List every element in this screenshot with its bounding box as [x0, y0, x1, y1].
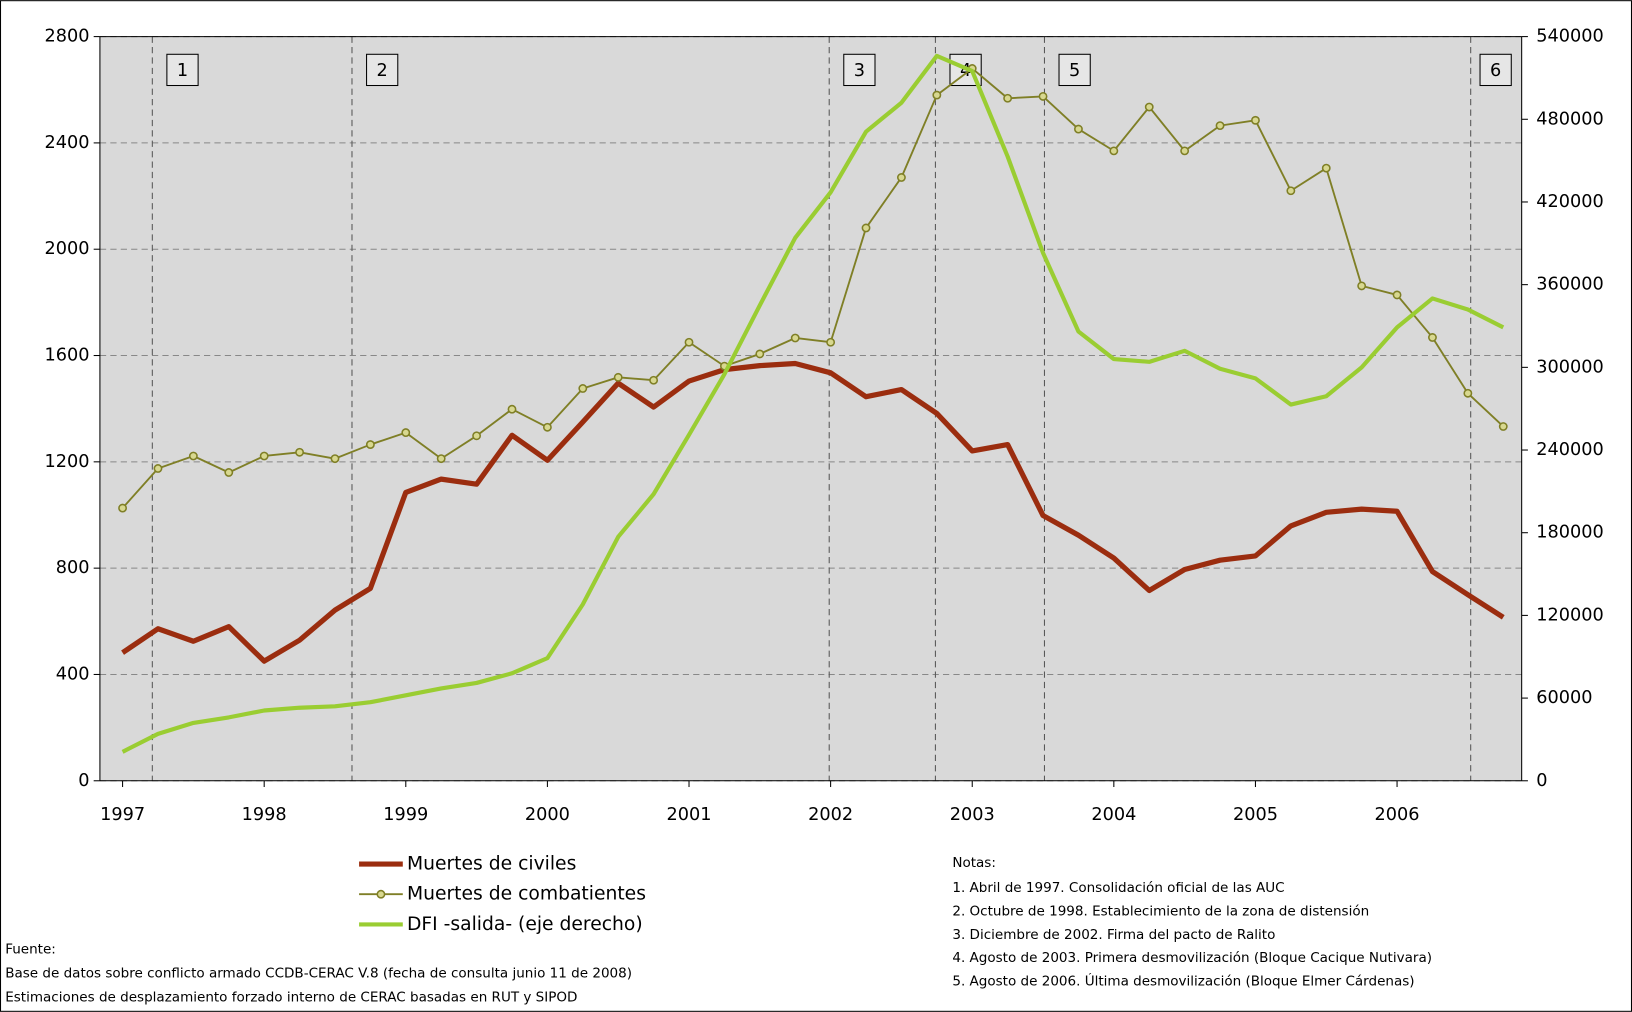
point-marker	[826, 337, 836, 347]
point-marker	[1074, 124, 1083, 134]
y-tick-label: 2000	[44, 239, 89, 259]
event-box	[366, 53, 399, 87]
point-marker	[1003, 93, 1013, 103]
event-box	[166, 53, 199, 87]
x-tick-label: 2005	[1233, 805, 1278, 825]
y-tick-label: 400	[56, 664, 90, 684]
point-marker	[259, 451, 269, 461]
event-label: 3	[854, 61, 865, 81]
point-marker	[1463, 388, 1473, 398]
source: Estimaciones de desplazamiento forzado i…	[5, 989, 577, 1005]
point-marker	[1180, 146, 1190, 156]
x-tick-label: 1999	[383, 805, 428, 825]
y2-tick-label: 120000	[1536, 605, 1604, 625]
note: 5. Agosto de 2006. Última desmovilizació…	[952, 972, 1414, 990]
legend-marker	[376, 889, 386, 899]
point-marker	[578, 384, 588, 393]
point-marker	[1215, 121, 1225, 131]
point-marker	[401, 428, 411, 438]
note: 2. Octubre de 1998. Establecimiento de l…	[952, 903, 1369, 919]
point-marker	[295, 447, 305, 457]
series-line	[121, 67, 1504, 509]
event-box	[1058, 53, 1091, 87]
x-tick-label: 2006	[1375, 805, 1420, 825]
y2-tick-label: 0	[1536, 771, 1547, 791]
point-marker	[1357, 281, 1367, 291]
point-marker	[1498, 422, 1508, 431]
point-marker	[472, 431, 482, 441]
point-marker	[613, 372, 623, 382]
point-marker	[1251, 115, 1260, 125]
source: Base de datos sobre conflicto armado CCD…	[5, 965, 632, 981]
y2-tick-label: 60000	[1536, 688, 1592, 708]
x-tick-label: 1997	[100, 805, 145, 825]
y2-tick-label: 300000	[1536, 357, 1604, 377]
event-box	[843, 53, 876, 87]
series-line	[121, 360, 1505, 664]
x-tick-label: 2001	[667, 805, 712, 825]
point-marker	[861, 223, 871, 233]
note: 4. Agosto de 2003. Primera desmovilizaci…	[952, 950, 1432, 966]
event-box	[1479, 53, 1512, 87]
event-label: 2	[377, 61, 388, 81]
point-marker	[897, 173, 906, 182]
source-title: Fuente:	[5, 941, 56, 957]
point-marker	[330, 454, 340, 464]
point-marker	[1286, 186, 1296, 196]
y-tick-label: 2400	[44, 133, 89, 153]
point-marker	[790, 333, 800, 343]
point-marker	[649, 375, 659, 385]
y2-tick-label: 360000	[1536, 275, 1604, 295]
y2-tick-label: 480000	[1536, 109, 1604, 129]
plot-area	[99, 36, 1522, 781]
point-marker	[755, 349, 765, 359]
point-marker	[1392, 290, 1402, 300]
series-line	[121, 53, 1505, 754]
point-marker	[684, 337, 694, 347]
point-marker	[436, 454, 446, 464]
point-marker	[224, 468, 234, 477]
event-label: 4	[960, 61, 971, 81]
point-marker	[1428, 333, 1437, 342]
point-marker	[188, 451, 198, 461]
y2-tick-label: 420000	[1536, 192, 1604, 212]
point-marker	[153, 464, 163, 473]
legend-label: Muertes de civiles	[407, 854, 576, 875]
point-marker	[1321, 163, 1331, 173]
point-marker	[507, 404, 517, 414]
x-tick-label: 2003	[950, 805, 995, 825]
note: 1. Abril de 1997. Consolidación oficial …	[952, 880, 1284, 896]
legend-label: Muertes de combatientes	[407, 884, 646, 905]
y-tick-label: 800	[56, 558, 90, 578]
point-marker	[1038, 91, 1048, 101]
event-label: 1	[177, 61, 188, 81]
y-tick-label: 1200	[44, 452, 89, 472]
point-marker	[1109, 146, 1119, 156]
y-tick-label: 1600	[44, 346, 89, 366]
point-marker	[542, 422, 552, 432]
y2-tick-label: 540000	[1536, 27, 1604, 47]
point-marker	[118, 503, 127, 513]
x-tick-label: 2002	[808, 805, 853, 825]
note: 3. Diciembre de 2002. Firma del pacto de…	[952, 927, 1275, 943]
point-marker	[1144, 102, 1154, 112]
x-tick-label: 2004	[1091, 805, 1136, 825]
notes-title: Notas:	[952, 855, 996, 871]
y2-tick-label: 240000	[1536, 440, 1604, 460]
legend-label: DFI -salida- (eje derecho)	[407, 914, 643, 935]
y2-tick-label: 180000	[1536, 523, 1604, 543]
point-marker	[365, 440, 375, 449]
x-tick-label: 1998	[242, 805, 287, 825]
x-tick-label: 2000	[525, 805, 570, 825]
event-label: 6	[1490, 61, 1501, 81]
y-tick-label: 2800	[44, 27, 89, 47]
point-marker	[932, 90, 942, 100]
y-tick-label: 0	[78, 771, 89, 791]
event-label: 5	[1069, 61, 1080, 81]
